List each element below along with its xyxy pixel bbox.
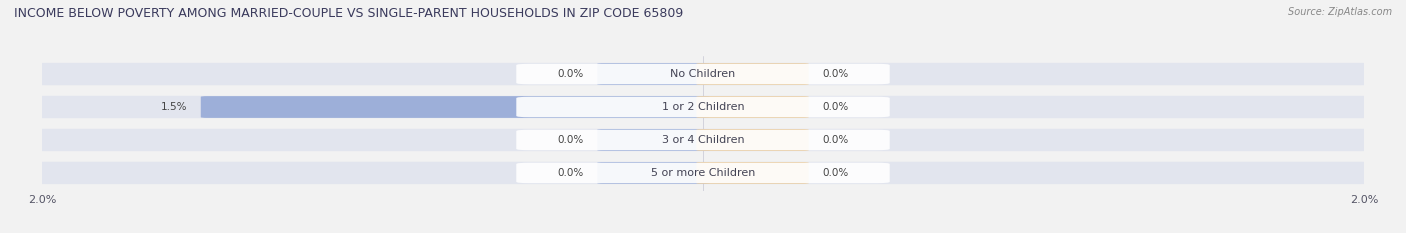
Text: 0.0%: 0.0% [823,135,848,145]
FancyBboxPatch shape [696,129,808,151]
FancyBboxPatch shape [201,96,710,118]
FancyBboxPatch shape [598,129,710,151]
Text: 0.0%: 0.0% [823,102,848,112]
FancyBboxPatch shape [598,162,710,184]
Text: No Children: No Children [671,69,735,79]
FancyBboxPatch shape [516,64,890,84]
FancyBboxPatch shape [516,97,890,117]
Text: 0.0%: 0.0% [558,168,583,178]
Text: 5 or more Children: 5 or more Children [651,168,755,178]
Text: Source: ZipAtlas.com: Source: ZipAtlas.com [1288,7,1392,17]
FancyBboxPatch shape [696,162,808,184]
Text: 0.0%: 0.0% [823,69,848,79]
FancyBboxPatch shape [598,63,710,85]
Text: 1 or 2 Children: 1 or 2 Children [662,102,744,112]
FancyBboxPatch shape [516,130,890,150]
Text: 3 or 4 Children: 3 or 4 Children [662,135,744,145]
FancyBboxPatch shape [35,162,1371,184]
FancyBboxPatch shape [35,129,1371,151]
FancyBboxPatch shape [516,163,890,183]
Text: 0.0%: 0.0% [823,168,848,178]
Text: INCOME BELOW POVERTY AMONG MARRIED-COUPLE VS SINGLE-PARENT HOUSEHOLDS IN ZIP COD: INCOME BELOW POVERTY AMONG MARRIED-COUPL… [14,7,683,20]
FancyBboxPatch shape [696,96,808,118]
Text: 1.5%: 1.5% [162,102,187,112]
FancyBboxPatch shape [696,63,808,85]
Legend: Married Couples, Single Parents: Married Couples, Single Parents [593,231,813,233]
Text: 0.0%: 0.0% [558,135,583,145]
FancyBboxPatch shape [35,96,1371,118]
FancyBboxPatch shape [35,63,1371,85]
Text: 0.0%: 0.0% [558,69,583,79]
